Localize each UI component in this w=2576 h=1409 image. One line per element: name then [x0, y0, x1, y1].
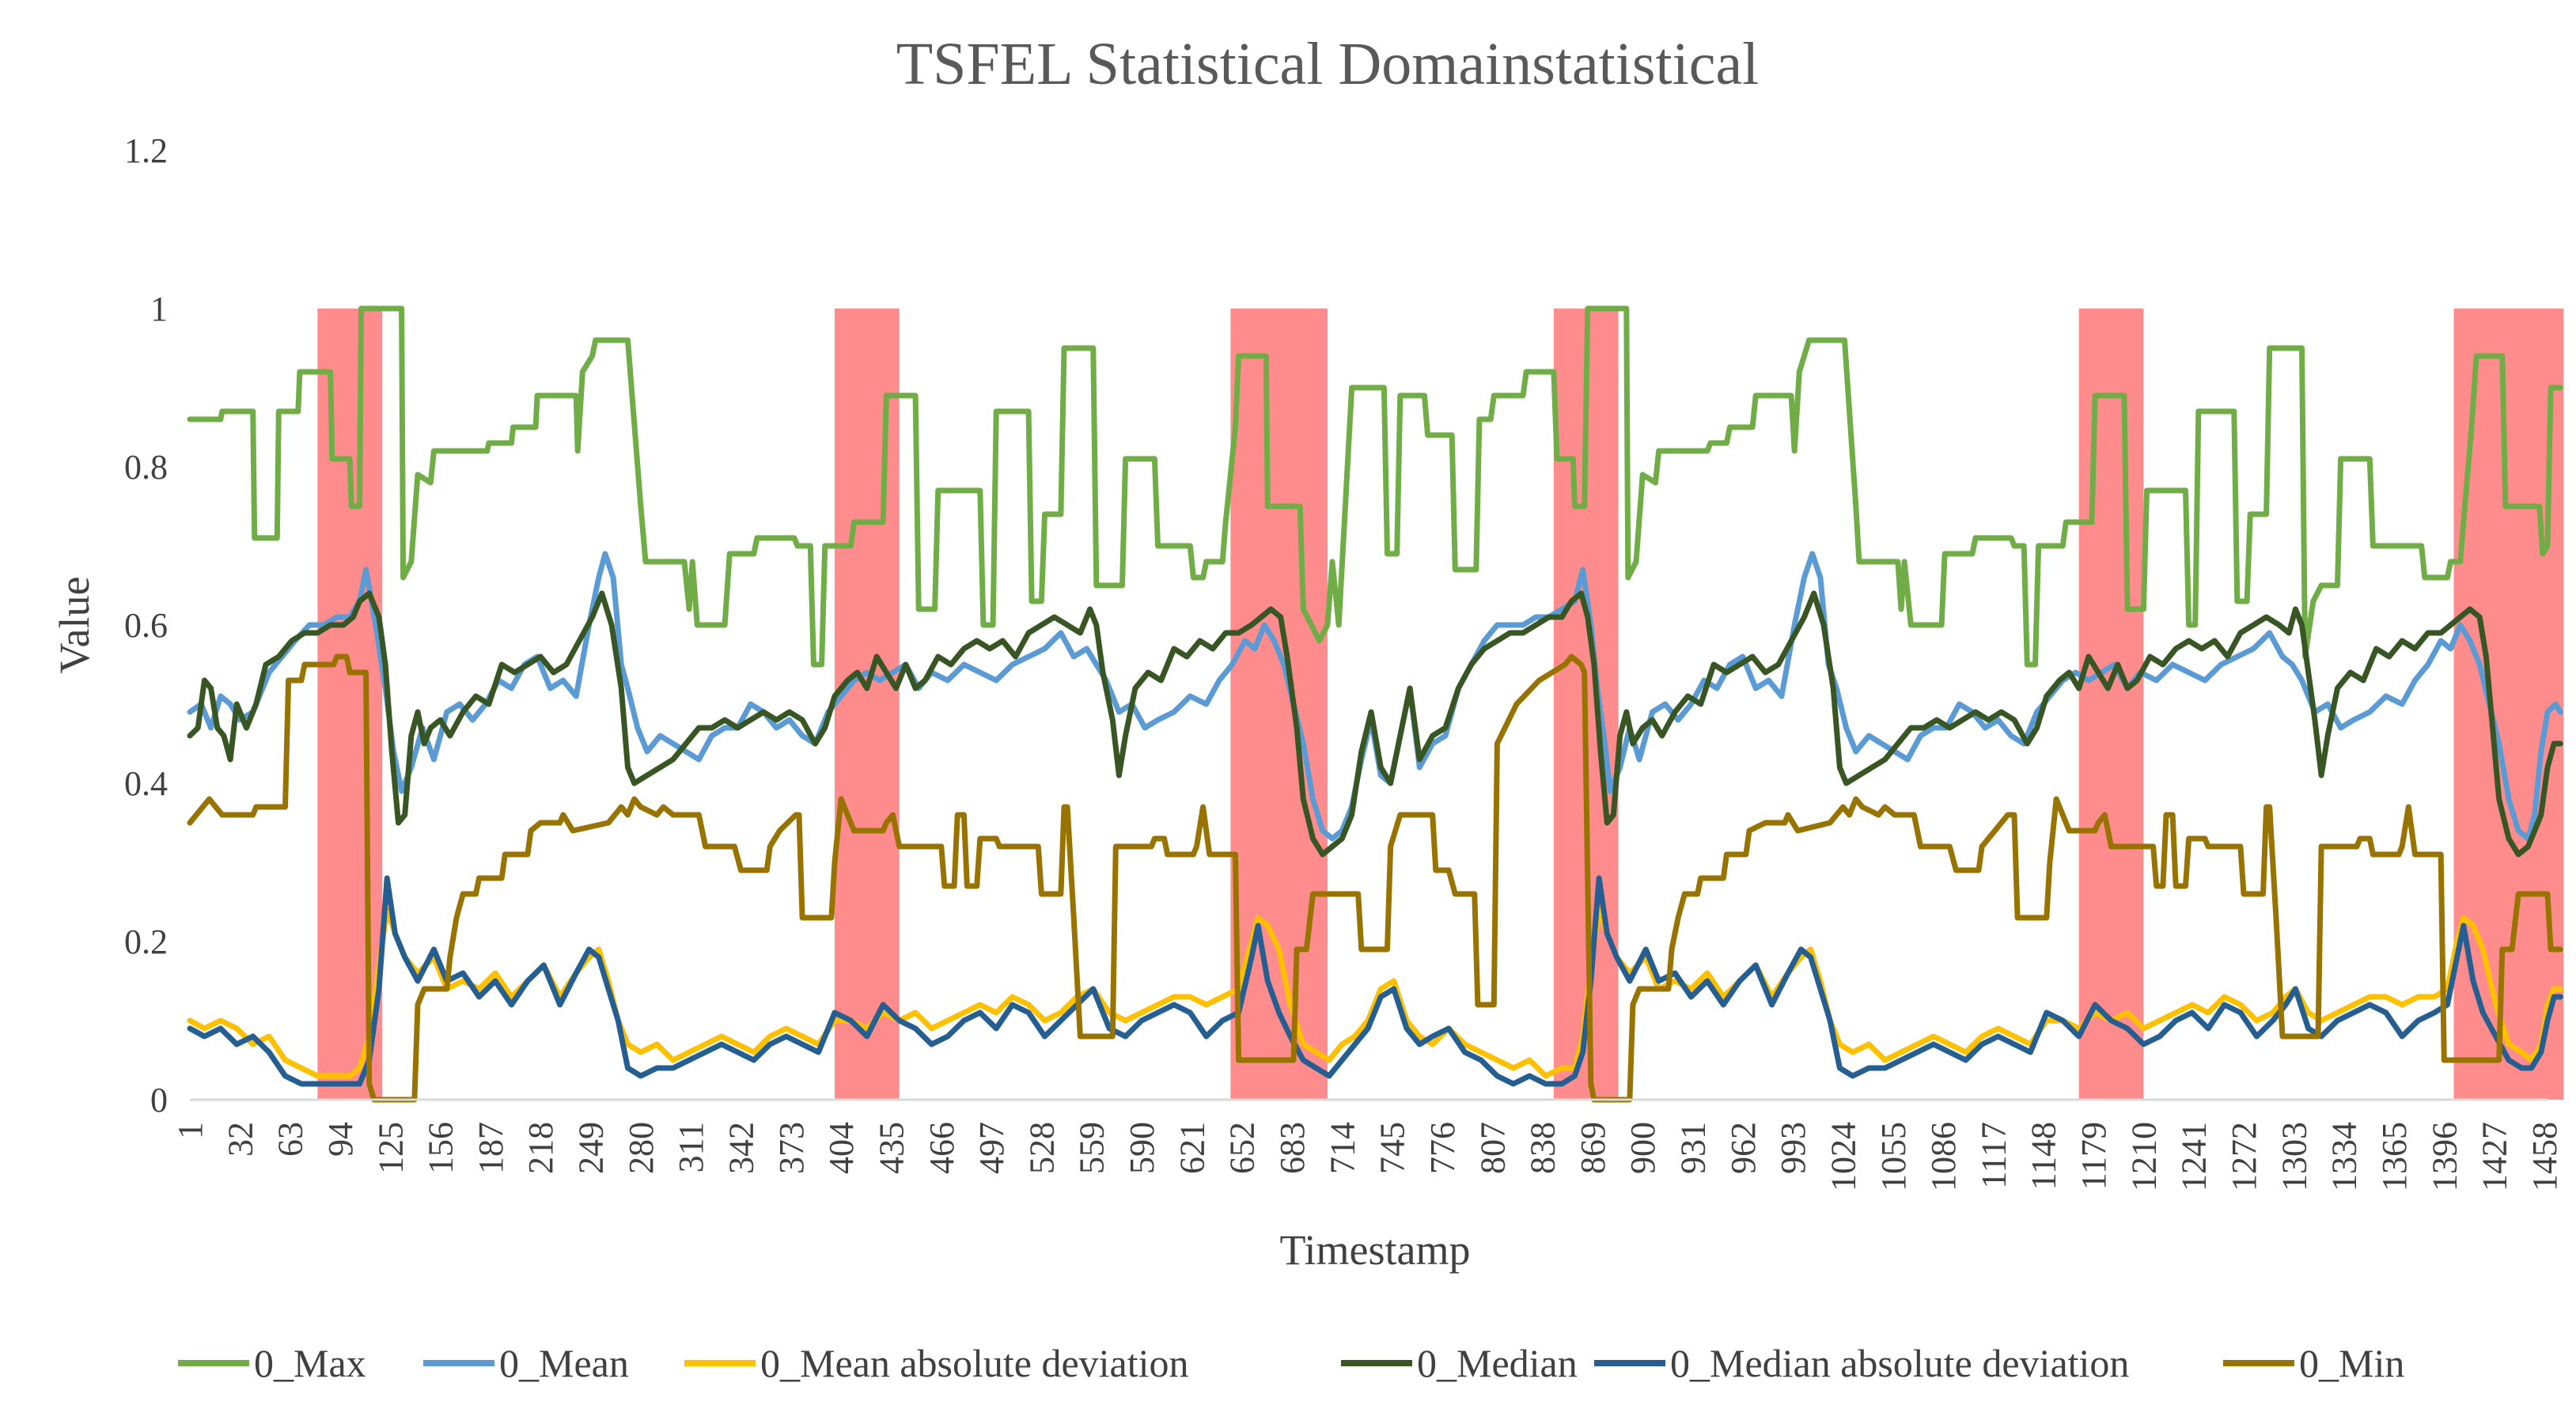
x-tick-label: 931	[1674, 1122, 1713, 1174]
x-tick-label: 776	[1423, 1122, 1462, 1174]
highlight-region-5	[2078, 309, 2144, 1100]
legend-item-3: 0_Mean absolute deviation	[684, 1341, 1189, 1385]
x-tick-label: 497	[972, 1122, 1011, 1174]
legend-item-1: 0_Max	[178, 1341, 366, 1385]
x-tick-label: 745	[1373, 1122, 1412, 1174]
chart-title: TSFEL Statistical Domainstatistical	[896, 31, 1760, 97]
series-line-5	[187, 875, 2563, 1087]
x-tick-label: 1179	[2074, 1122, 2113, 1190]
x-tick-label: 156	[422, 1122, 460, 1174]
series-lines	[187, 305, 2563, 1103]
x-tick-label: 435	[872, 1122, 911, 1174]
x-tick-label: 1148	[2025, 1122, 2063, 1190]
x-tick-label: 342	[722, 1122, 761, 1174]
x-tick-label: 714	[1323, 1122, 1362, 1174]
y-tick-label: 0	[150, 1081, 168, 1119]
x-axis-ticks: 1 32 63 94 125 156 187 218 249 280 311 342 373 404 435…	[171, 1122, 2564, 1191]
x-axis-title: Timestamp	[1279, 1226, 1470, 1274]
x-tick-label: 621	[1172, 1122, 1211, 1174]
series-line-2	[187, 551, 2563, 842]
x-tick-label: 683	[1273, 1122, 1312, 1174]
legend-item-5: 0_Median absolute deviation	[1594, 1341, 2129, 1385]
highlight-region-2	[834, 309, 900, 1100]
highlight-regions	[317, 309, 2564, 1100]
y-tick-label: 0.6	[124, 606, 168, 645]
legend-label: 0_Mean	[499, 1341, 629, 1385]
x-tick-label: 249	[572, 1122, 611, 1174]
y-tick-label: 0.4	[124, 764, 168, 803]
series-line-4	[187, 590, 2563, 858]
x-tick-label: 1458	[2525, 1122, 2564, 1191]
series-line-1	[187, 305, 2563, 668]
x-tick-label: 404	[822, 1122, 861, 1174]
y-tick-label: 0.2	[124, 922, 168, 961]
x-tick-label: 125	[371, 1122, 410, 1174]
x-tick-label: 590	[1123, 1122, 1161, 1174]
x-tick-label: 528	[1022, 1122, 1061, 1174]
x-tick-label: 962	[1724, 1122, 1763, 1174]
x-tick-label: 1117	[1974, 1122, 2013, 1189]
x-tick-label: 652	[1223, 1122, 1262, 1174]
legend-label: 0_Median absolute deviation	[1670, 1341, 2129, 1385]
x-tick-label: 32	[221, 1122, 259, 1157]
x-tick-label: 900	[1623, 1122, 1662, 1174]
legend: 0_Max 0_Mean 0_Mean absolute deviation 0_Me…	[178, 1341, 2404, 1385]
x-tick-label: 187	[472, 1122, 510, 1174]
y-axis-title: Value	[51, 577, 98, 674]
y-tick-label: 1	[150, 290, 168, 328]
x-tick-label: 1055	[1874, 1122, 1913, 1191]
x-tick-label: 63	[271, 1122, 310, 1157]
y-tick-label: 0.8	[124, 448, 168, 487]
x-tick-label: 838	[1524, 1122, 1563, 1174]
x-tick-label: 869	[1574, 1122, 1612, 1174]
x-tick-label: 1396	[2425, 1122, 2464, 1191]
x-tick-label: 466	[922, 1122, 961, 1174]
series-line-3	[187, 907, 2563, 1079]
x-tick-label: 1427	[2476, 1122, 2514, 1191]
legend-item-2: 0_Mean	[423, 1341, 629, 1385]
legend-label: 0_Mean absolute deviation	[760, 1341, 1189, 1385]
x-tick-label: 1241	[2175, 1122, 2214, 1191]
legend-item-4: 0_Median	[1341, 1341, 1578, 1385]
legend-label: 0_Min	[2299, 1341, 2404, 1385]
x-tick-label: 1210	[2124, 1122, 2163, 1191]
x-tick-label: 218	[521, 1122, 560, 1174]
highlight-region-1	[317, 309, 383, 1100]
x-tick-label: 311	[672, 1122, 710, 1172]
x-tick-label: 1272	[2225, 1122, 2263, 1191]
x-tick-label: 1	[171, 1122, 210, 1139]
x-tick-label: 1086	[1924, 1122, 1963, 1191]
legend-label: 0_Median	[1417, 1341, 1578, 1385]
x-tick-label: 993	[1774, 1122, 1813, 1174]
legend-label: 0_Max	[254, 1341, 366, 1385]
series-line-6	[187, 653, 2563, 1103]
legend-item-6: 0_Min	[2223, 1341, 2404, 1385]
y-tick-label: 1.2	[124, 131, 168, 170]
x-tick-label: 1334	[2325, 1122, 2364, 1191]
x-tick-label: 1024	[1824, 1122, 1863, 1191]
x-tick-label: 373	[772, 1122, 811, 1174]
x-tick-label: 94	[321, 1122, 360, 1157]
x-tick-label: 1365	[2375, 1122, 2414, 1191]
y-axis-ticks: 0 0.2 0.4 0.6 0.8 1 1.2	[124, 131, 168, 1119]
x-tick-label: 807	[1473, 1122, 1512, 1174]
x-tick-label: 1303	[2275, 1122, 2313, 1191]
x-tick-label: 280	[622, 1122, 661, 1174]
x-tick-label: 559	[1073, 1122, 1112, 1174]
